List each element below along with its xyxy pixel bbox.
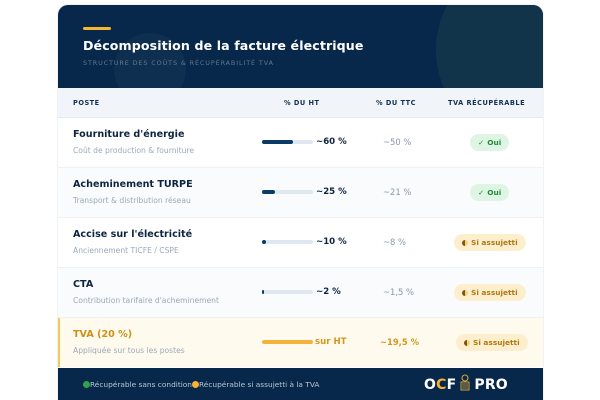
ht-progress-fill <box>262 140 293 144</box>
check-icon: ✓ <box>478 138 485 147</box>
table-row-tva: TVA (20 %) Appliquée sur tous les postes… <box>58 318 543 367</box>
table-header: POSTE % DU HT % DU TTC TVA RÉCUPÉRABLE <box>58 88 543 118</box>
row-name: Acheminement TURPE <box>73 179 193 190</box>
ht-progress-bar <box>262 140 313 144</box>
accent-bar <box>83 27 111 30</box>
ht-progress-bar <box>262 240 313 244</box>
page-subtitle: STRUCTURE DES COÛTS & RÉCUPÉRABILITÉ TVA <box>83 59 274 67</box>
tva-status-badge: Si assujetti <box>456 334 528 351</box>
legend: Récupérable sans condition Récupérable si… <box>83 380 319 389</box>
column-header-ttc: % DU TTC <box>376 99 417 107</box>
ttc-percent: ~21 % <box>383 187 412 197</box>
row-description: Transport & distribution réseau <box>73 196 191 205</box>
row-description: Anciennement TICFE / CSPE <box>73 246 179 255</box>
badge-label: Oui <box>487 138 502 147</box>
row-description: Coût de production & fourniture <box>73 146 195 155</box>
check-icon: ✓ <box>478 188 485 197</box>
ht-progress-fill <box>262 240 267 244</box>
ht-percent: ~25 % <box>316 187 347 197</box>
tva-status-badge: Si assujetti <box>454 234 526 251</box>
logo-text-right: PRO <box>474 377 508 393</box>
table-row: Accise sur l'électricité Anciennement TI… <box>58 218 543 268</box>
table-row: Acheminement TURPE Transport & distribut… <box>58 168 543 218</box>
ht-progress-bar <box>262 190 313 194</box>
decorative-circle <box>436 5 543 88</box>
table-row: CTA Contribution tarifaire d'acheminemen… <box>58 268 543 318</box>
ht-progress-fill <box>262 190 275 194</box>
half-circle-icon <box>464 339 470 346</box>
badge-label: Si assujetti <box>473 338 520 347</box>
ht-progress-fill <box>262 290 264 294</box>
invoice-breakdown-card: Décomposition de la facture électrique S… <box>58 5 543 400</box>
green-dot-icon <box>83 381 90 388</box>
column-header-ht: % DU HT <box>284 99 320 107</box>
tva-status-badge: Si assujetti <box>454 284 526 301</box>
legend-label: Récupérable si assujetti à la TVA <box>198 380 320 389</box>
tva-status-badge: ✓ Oui <box>470 134 510 151</box>
ht-percent: sur HT <box>315 337 347 347</box>
tva-status-badge: ✓ Oui <box>470 184 510 201</box>
half-circle-icon <box>462 289 468 296</box>
legend-label: Récupérable sans condition <box>90 380 192 389</box>
badge-label: Si assujetti <box>471 238 518 247</box>
ht-percent: ~10 % <box>316 237 347 247</box>
badge-label: Si assujetti <box>471 288 518 297</box>
ht-percent: ~60 % <box>316 137 347 147</box>
row-description: Appliquée sur tous les postes <box>73 346 185 355</box>
row-name: TVA (20 %) <box>73 329 133 340</box>
ht-progress-bar <box>262 340 313 344</box>
half-circle-icon <box>462 239 468 246</box>
ht-progress-fill <box>262 340 313 344</box>
ht-percent: ~2 % <box>316 287 341 297</box>
row-name: Fourniture d'énergie <box>73 129 185 140</box>
eagle-emblem-icon <box>458 374 472 396</box>
column-header-poste: POSTE <box>73 99 100 107</box>
row-name: CTA <box>73 279 94 290</box>
page-title: Décomposition de la facture électrique <box>83 38 364 53</box>
ocf-pro-logo: OCF PRO <box>424 374 508 396</box>
ttc-percent: ~19,5 % <box>380 337 419 347</box>
amber-dot-icon <box>191 381 199 388</box>
ttc-percent: ~1,5 % <box>383 287 414 297</box>
card-header: Décomposition de la facture électrique S… <box>58 5 543 88</box>
ttc-percent: ~50 % <box>383 137 412 147</box>
logo-text-left: OCF <box>424 377 457 393</box>
ht-progress-bar <box>262 290 313 294</box>
card-footer: Récupérable sans condition Récupérable si… <box>58 368 543 400</box>
table-row: Fourniture d'énergie Coût de production … <box>58 118 543 168</box>
badge-label: Oui <box>487 188 502 197</box>
ttc-percent: ~8 % <box>383 237 406 247</box>
row-name: Accise sur l'électricité <box>73 229 193 240</box>
column-header-tva: TVA RÉCUPÉRABLE <box>448 99 526 107</box>
row-description: Contribution tarifaire d'acheminement <box>73 296 219 305</box>
